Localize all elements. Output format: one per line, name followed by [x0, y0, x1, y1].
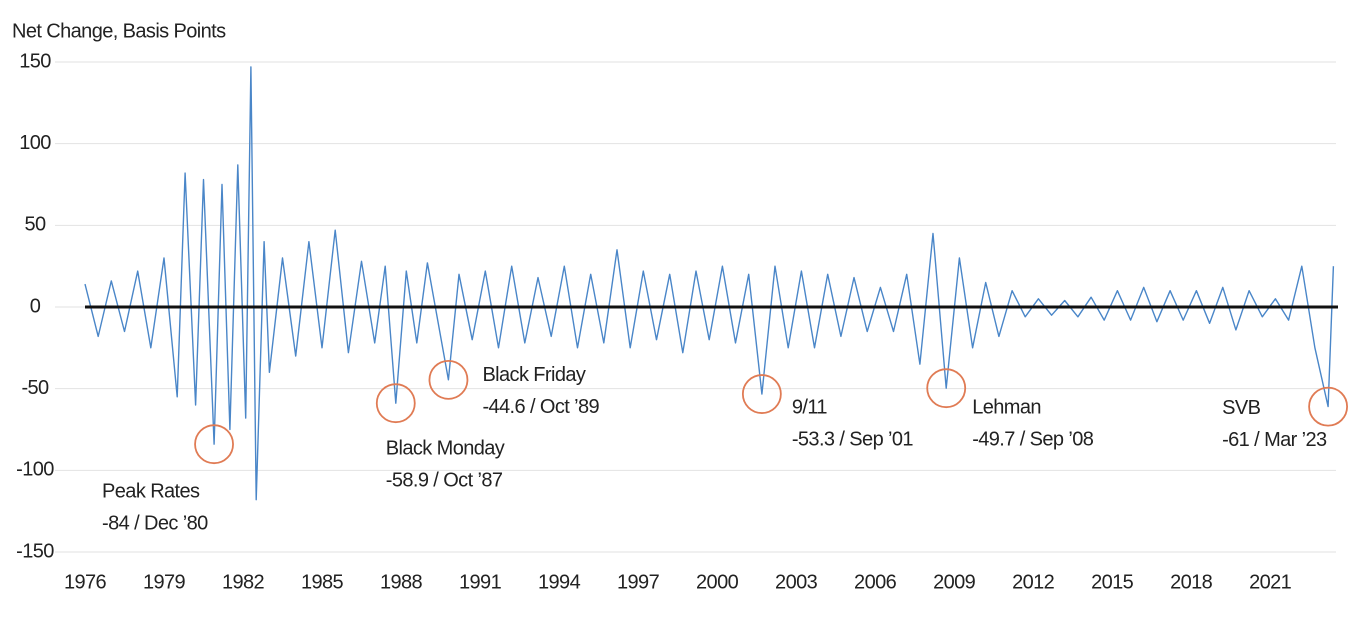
x-tick-label: 1979	[143, 571, 186, 593]
x-tick-label: 1988	[380, 571, 423, 593]
event-value-label: -44.6 / Oct ’89	[482, 396, 599, 418]
event-circle	[926, 368, 967, 409]
event-label: Lehman	[972, 396, 1041, 418]
event-value-label: -61 / Mar ’23	[1222, 429, 1327, 451]
event-label: Black Monday	[386, 437, 505, 459]
event-circle	[375, 383, 416, 424]
y-tick-label: 0	[30, 295, 41, 317]
x-tick-label: 1991	[459, 571, 502, 593]
x-tick-label: 1976	[64, 571, 107, 593]
x-tick-label: 1997	[617, 571, 660, 593]
y-axis-label: Net Change, Basis Points	[12, 20, 226, 42]
y-tick-label: -150	[16, 540, 54, 562]
x-tick-label: 1985	[301, 571, 344, 593]
event-circle	[428, 359, 469, 400]
event-circle	[194, 424, 234, 465]
x-tick-label: 2018	[1170, 571, 1213, 593]
x-tick-label: 2021	[1249, 571, 1292, 593]
y-tick-label: -50	[21, 377, 49, 399]
event-label: 9/11	[792, 396, 828, 418]
y-tick-label: 150	[19, 50, 51, 72]
y-tick-label: 100	[19, 132, 51, 154]
event-value-label: -84 / Dec ’80	[102, 512, 208, 534]
x-tick-label: 2006	[854, 571, 897, 593]
series-line	[84, 66, 1335, 501]
event-circle	[741, 374, 782, 414]
x-tick-label: 1982	[222, 571, 265, 593]
y-tick-label: -100	[16, 459, 54, 481]
y-tick-label: 50	[24, 214, 46, 236]
event-label: Black Friday	[482, 364, 585, 386]
x-tick-label: 2003	[775, 571, 818, 593]
event-circle	[1308, 386, 1348, 427]
event-value-label: -49.7 / Sep ’08	[972, 428, 1094, 450]
x-tick-label: 2015	[1091, 571, 1134, 593]
x-tick-label: 2012	[1012, 571, 1055, 593]
x-tick-label: 1994	[538, 571, 581, 593]
event-label: Peak Rates	[102, 480, 200, 502]
event-value-label: -53.3 / Sep ’01	[792, 428, 914, 450]
x-tick-label: 2009	[933, 571, 976, 593]
x-tick-label: 2000	[696, 571, 739, 593]
event-label: SVB	[1222, 397, 1260, 419]
event-value-label: -58.9 / Oct ’87	[386, 469, 503, 491]
